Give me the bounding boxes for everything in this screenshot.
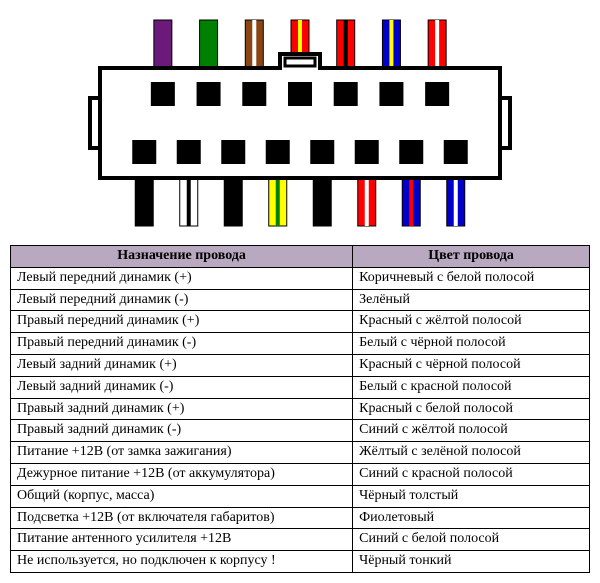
col-header-purpose: Назначение провода	[11, 246, 353, 268]
bottom-wire-4	[313, 178, 331, 226]
cell-purpose: Питание +12В (от замка зажигания)	[11, 442, 353, 464]
table-row: Левый задний динамик (+)Красный с чёрной…	[11, 354, 590, 376]
table-row: Левый задний динамик (-)Белый с красной …	[11, 376, 590, 398]
top-wire-5	[382, 20, 400, 68]
table-row: Левый передний динамик (+)Коричневый с б…	[11, 267, 590, 289]
top-wire-0	[154, 20, 172, 68]
table-row: Питание +12В (от замка зажигания)Жёлтый …	[11, 442, 590, 464]
table-row: Не используется, но подключен к корпусу …	[11, 551, 590, 573]
cell-purpose: Правый передний динамик (+)	[11, 311, 353, 333]
cell-color: Красный с белой полосой	[353, 398, 590, 420]
top-wire-4	[337, 20, 355, 68]
cell-color: Зелёный	[353, 289, 590, 311]
cell-purpose: Не используется, но подключен к корпусу …	[11, 551, 353, 573]
cell-purpose: Правый задний динамик (+)	[11, 398, 353, 420]
cell-color: Белый с красной полосой	[353, 376, 590, 398]
top-wire-6	[428, 20, 446, 68]
connector-svg	[70, 10, 530, 235]
cell-purpose: Правый передний динамик (-)	[11, 333, 353, 355]
cell-color: Чёрный тонкий	[353, 551, 590, 573]
cell-purpose: Общий (корпус, масса)	[11, 485, 353, 507]
wire-table: Назначение провода Цвет провода Левый пе…	[10, 245, 590, 573]
cell-purpose: Левый задний динамик (+)	[11, 354, 353, 376]
connector-diagram	[10, 10, 590, 235]
table-row: Правый задний динамик (+)Красный с белой…	[11, 398, 590, 420]
table-row: Левый передний динамик (-)Зелёный	[11, 289, 590, 311]
cell-purpose: Левый задний динамик (-)	[11, 376, 353, 398]
bottom-wire-3	[269, 178, 287, 226]
cell-color: Красный с чёрной полосой	[353, 354, 590, 376]
cell-color: Синий с белой полосой	[353, 529, 590, 551]
cell-purpose: Подсветка +12В (от включателя габаритов)	[11, 507, 353, 529]
table-row: Правый задний динамик (-)Синий с жёлтой …	[11, 420, 590, 442]
col-header-color: Цвет провода	[353, 246, 590, 268]
bottom-wire-6	[402, 178, 420, 226]
top-wire-2	[245, 20, 263, 68]
table-row: Общий (корпус, масса)Чёрный толстый	[11, 485, 590, 507]
table-row: Правый передний динамик (+)Красный с жёл…	[11, 311, 590, 333]
cell-color: Коричневый с белой полосой	[353, 267, 590, 289]
cell-color: Красный с жёлтой полосой	[353, 311, 590, 333]
table-row: Правый передний динамик (-)Белый с чёрно…	[11, 333, 590, 355]
bottom-wire-2	[224, 178, 242, 226]
bottom-wire-7	[447, 178, 465, 226]
cell-color: Жёлтый с зелёной полосой	[353, 442, 590, 464]
cell-color: Синий с красной полосой	[353, 463, 590, 485]
cell-color: Синий с жёлтой полосой	[353, 420, 590, 442]
top-wire-1	[200, 20, 218, 68]
table-row: Дежурное питание +12В (от аккумулятора)С…	[11, 463, 590, 485]
cell-color: Белый с чёрной полосой	[353, 333, 590, 355]
table-row: Подсветка +12В (от включателя габаритов)…	[11, 507, 590, 529]
cell-purpose: Левый передний динамик (+)	[11, 267, 353, 289]
cell-color: Чёрный толстый	[353, 485, 590, 507]
cell-purpose: Дежурное питание +12В (от аккумулятора)	[11, 463, 353, 485]
cell-purpose: Правый задний динамик (-)	[11, 420, 353, 442]
bottom-wire-0	[135, 178, 153, 226]
bottom-wire-1	[180, 178, 198, 226]
cell-purpose: Левый передний динамик (-)	[11, 289, 353, 311]
cell-purpose: Питание антенного усилителя +12В	[11, 529, 353, 551]
bottom-wire-5	[358, 178, 376, 226]
cell-color: Фиолетовый	[353, 507, 590, 529]
table-row: Питание антенного усилителя +12ВСиний с …	[11, 529, 590, 551]
